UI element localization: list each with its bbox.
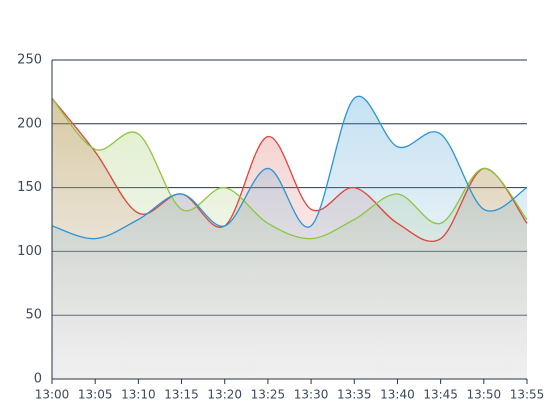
x-tick-label: 13:20 bbox=[207, 388, 242, 402]
y-tick-label: 100 bbox=[17, 244, 42, 259]
x-tick-label: 13:10 bbox=[121, 388, 156, 402]
x-tick-label: 13:35 bbox=[337, 388, 372, 402]
x-tick-label: 13:50 bbox=[467, 388, 502, 402]
x-tick-label: 13:15 bbox=[164, 388, 199, 402]
x-tick-label: 13:40 bbox=[380, 388, 415, 402]
x-tick-label: 13:25 bbox=[251, 388, 286, 402]
y-tick-label: 50 bbox=[25, 308, 42, 323]
x-tick-label: 13:30 bbox=[294, 388, 329, 402]
y-tick-label: 0 bbox=[34, 372, 42, 387]
series-area bbox=[52, 96, 527, 379]
y-tick-label: 250 bbox=[17, 53, 42, 68]
y-tick-label: 150 bbox=[17, 180, 42, 195]
x-tick-label: 13:45 bbox=[423, 388, 458, 402]
y-tick-label: 200 bbox=[17, 116, 42, 131]
series-line bbox=[51, 97, 528, 242]
series-line bbox=[51, 97, 528, 240]
x-tick-label: 13:00 bbox=[35, 388, 70, 402]
x-tick-label: 13:05 bbox=[78, 388, 113, 402]
series-line bbox=[51, 95, 528, 240]
x-tick-label: 13:55 bbox=[510, 388, 545, 402]
